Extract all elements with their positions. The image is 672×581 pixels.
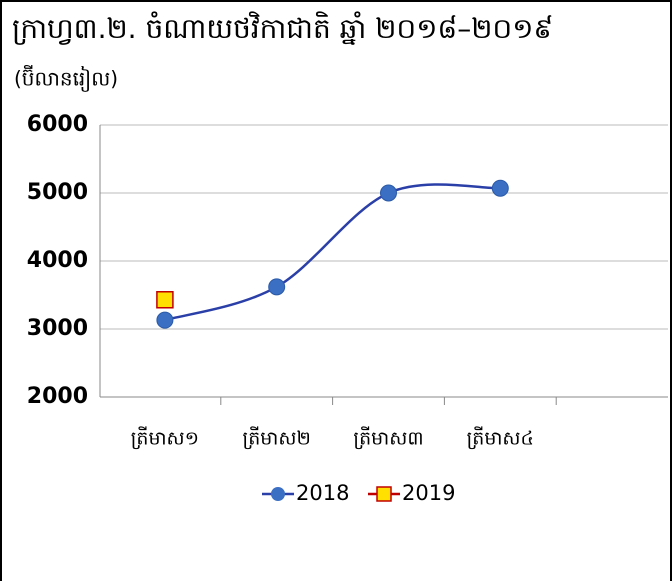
legend-label: 2018 xyxy=(296,481,349,505)
x-tick-label: ត្រីមាស២ xyxy=(243,426,311,450)
marker xyxy=(156,291,174,309)
marker xyxy=(156,311,174,329)
x-tick-label: ត្រីមាស៤ xyxy=(467,426,534,450)
marker xyxy=(491,179,509,197)
legend-label: 2019 xyxy=(402,481,455,505)
chart-title: ក្រាហ្វ៣.២. ចំណាយថវិកាជាតិ ឆ្នាំ ២០១៨–២០… xyxy=(12,11,553,45)
chart-subtitle: (ប៊ីលានរៀល) xyxy=(14,65,118,93)
y-tick-label: 2000 xyxy=(27,384,88,409)
marker xyxy=(380,184,397,202)
y-tick-label: 4000 xyxy=(27,248,88,273)
y-tick-label: 5000 xyxy=(27,180,88,205)
legend-marker xyxy=(376,486,392,502)
x-tick-label: ត្រីមាស៣ xyxy=(353,426,423,450)
y-tick-label: 6000 xyxy=(27,112,88,137)
y-tick-label: 3000 xyxy=(27,316,88,341)
x-tick-label: ត្រីមាស១ xyxy=(131,426,199,450)
legend-marker xyxy=(271,487,285,501)
series-line xyxy=(164,183,501,322)
marker xyxy=(268,278,286,296)
